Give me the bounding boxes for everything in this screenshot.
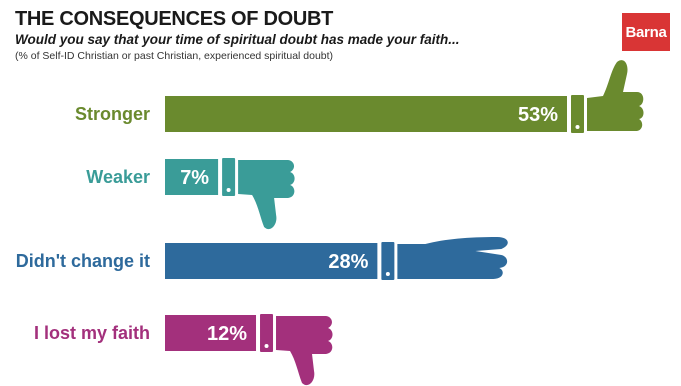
cuff-button — [226, 188, 231, 192]
cuff-button — [575, 125, 580, 129]
category-label: Stronger — [75, 104, 150, 124]
cuff-button — [385, 272, 390, 276]
thumbs-up-icon — [587, 60, 644, 131]
bar-row-i-lost-my-faith: I lost my faith 12% — [34, 312, 333, 386]
cuff — [220, 156, 238, 198]
cuff — [569, 93, 586, 135]
value-label: 7% — [180, 167, 209, 189]
bar — [165, 159, 219, 195]
bar-row-didn-t-change-it: Didn't change it 28% — [16, 237, 508, 282]
bar — [165, 96, 567, 132]
cuff — [379, 240, 397, 282]
chart-note: (% of Self-ID Christian or past Christia… — [15, 50, 334, 62]
value-label: 28% — [328, 251, 368, 273]
category-label: Didn't change it — [16, 251, 150, 271]
barna-logo: Barna — [622, 13, 670, 51]
cuff — [258, 312, 276, 354]
bar — [165, 243, 378, 279]
chart-title: THE CONSEQUENCES OF DOUBT — [15, 8, 334, 30]
bar-row-weaker: Weaker 7% — [86, 156, 295, 230]
bar-row-stronger: Stronger 53% — [75, 60, 644, 135]
chart-subtitle: Would you say that your time of spiritua… — [15, 32, 460, 47]
value-label: 53% — [518, 104, 558, 126]
flat-hand-icon — [397, 237, 508, 279]
thumbs-down-icon — [276, 316, 333, 386]
category-label: Weaker — [86, 167, 150, 187]
value-label: 12% — [207, 323, 247, 345]
thumbs-down-icon — [238, 160, 295, 230]
cuff-button — [264, 344, 269, 348]
category-label: I lost my faith — [34, 323, 150, 343]
bar — [165, 315, 257, 351]
